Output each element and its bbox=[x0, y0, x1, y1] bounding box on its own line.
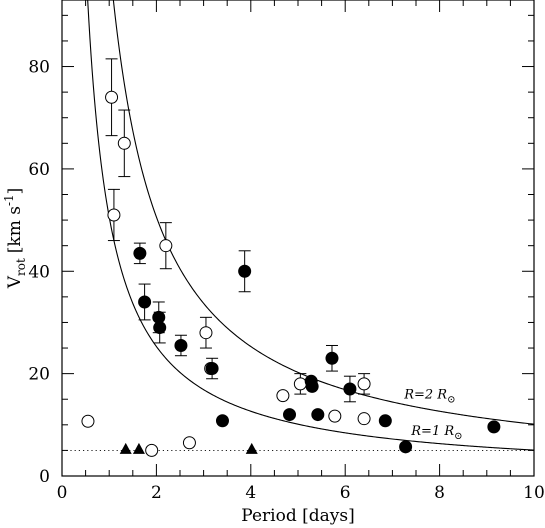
filled-circle-point bbox=[325, 351, 339, 365]
open-circle-point bbox=[293, 377, 307, 391]
open-circle-point bbox=[105, 90, 119, 104]
x-tick-label: 2 bbox=[151, 483, 162, 503]
filled-circle-point bbox=[238, 264, 252, 278]
triangle-point bbox=[245, 442, 258, 454]
model-curve-r1 bbox=[87, 0, 535, 451]
filled-circle-point bbox=[174, 338, 188, 352]
curve-label-r2: R=2 R⊙ bbox=[403, 388, 455, 406]
triangle-point bbox=[119, 442, 132, 454]
tick-labels: 0 2 4 6 8 10 0 20 40 60 80 bbox=[28, 58, 544, 503]
y-axis-label-sub: rot bbox=[14, 258, 28, 276]
curve-label-r1: R=1 R⊙ bbox=[410, 424, 462, 442]
y-tick-label: 40 bbox=[28, 262, 50, 282]
open-circle-point bbox=[357, 412, 371, 426]
filled-circle-point bbox=[138, 295, 152, 309]
filled-circle-point bbox=[305, 379, 319, 393]
y-tick-label: 80 bbox=[28, 58, 50, 78]
sun-symbol: ⊙ bbox=[447, 395, 455, 406]
x-tick-label: 0 bbox=[57, 483, 68, 503]
filled-circle-point bbox=[343, 382, 357, 396]
filled-circle-point bbox=[378, 414, 392, 428]
y-axis-label-sup: -1 bbox=[2, 194, 16, 206]
open-circle-point bbox=[182, 436, 196, 450]
open-circle-point bbox=[357, 377, 371, 391]
filled-circle-point bbox=[133, 246, 147, 260]
open-circle-point bbox=[117, 136, 131, 150]
open-circle-point bbox=[81, 414, 95, 428]
filled-circle-point bbox=[153, 321, 167, 335]
data-markers bbox=[81, 90, 501, 457]
curve-labels: R=1 R⊙ R=2 R⊙ bbox=[403, 388, 462, 442]
model-curve-r2 bbox=[112, 0, 535, 425]
open-circle-point bbox=[276, 389, 290, 403]
sun-symbol: ⊙ bbox=[454, 431, 462, 442]
y-axis-label: Vrot [km s-1] bbox=[2, 188, 28, 290]
triangle-point bbox=[132, 442, 145, 454]
filled-circle-point bbox=[215, 414, 229, 428]
axis-ticks bbox=[61, 0, 535, 477]
x-tick-label: 10 bbox=[523, 483, 545, 503]
model-curves bbox=[87, 0, 535, 451]
filled-circle-point bbox=[399, 440, 413, 454]
filled-circle-point bbox=[205, 362, 219, 376]
filled-circle-point bbox=[283, 408, 297, 422]
y-tick-label: 60 bbox=[28, 160, 50, 180]
filled-circle-point bbox=[311, 408, 325, 422]
open-circle-point bbox=[199, 326, 213, 340]
y-tick-label: 0 bbox=[39, 467, 50, 487]
error-bars bbox=[105, 58, 371, 403]
y-axis-label-unit: [km s bbox=[5, 206, 25, 253]
filled-circle-point bbox=[487, 420, 501, 434]
x-tick-label: 6 bbox=[340, 483, 351, 503]
open-circle-point bbox=[145, 443, 159, 457]
x-tick-label: 4 bbox=[245, 483, 256, 503]
open-circle-point bbox=[107, 208, 121, 222]
y-axis-label-main: V bbox=[5, 275, 25, 289]
x-axis-label: Period [days] bbox=[241, 506, 354, 526]
x-tick-label: 8 bbox=[434, 483, 445, 503]
open-circle-point bbox=[328, 409, 342, 423]
plot-frame bbox=[61, 0, 535, 477]
y-tick-label: 20 bbox=[28, 365, 50, 385]
open-circle-point bbox=[159, 239, 173, 253]
y-axis-label-close: ] bbox=[5, 188, 25, 195]
